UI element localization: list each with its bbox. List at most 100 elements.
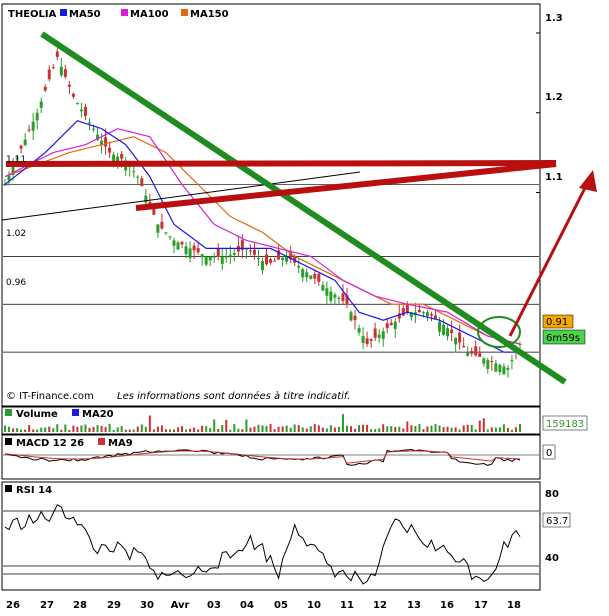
red-resistance-line bbox=[5, 160, 557, 167]
volume-bar bbox=[213, 419, 216, 432]
volume-bar bbox=[450, 427, 453, 432]
candle-body bbox=[116, 156, 120, 163]
volume-bar bbox=[321, 427, 324, 432]
volume-bar bbox=[16, 428, 19, 432]
volume-bar bbox=[172, 429, 175, 432]
volume-bar bbox=[394, 427, 397, 432]
candle-body bbox=[140, 178, 144, 187]
volume-bar bbox=[370, 429, 373, 432]
ma50-legend: MA50 bbox=[69, 9, 101, 20]
volume-bar bbox=[36, 429, 39, 432]
copyright-text: © IT-Finance.com bbox=[6, 391, 94, 402]
x-axis-label: 28 bbox=[73, 600, 87, 611]
candle-body bbox=[96, 134, 100, 140]
volume-bar bbox=[305, 428, 308, 432]
candle-body bbox=[381, 331, 385, 339]
candle-body bbox=[301, 269, 305, 278]
candle-body bbox=[200, 254, 204, 258]
volume-bar bbox=[273, 429, 276, 432]
candle-body bbox=[297, 265, 301, 268]
volume-bar bbox=[120, 426, 123, 432]
candle-body bbox=[216, 248, 220, 257]
candle-body bbox=[112, 154, 116, 165]
timer-box bbox=[542, 329, 586, 345]
volume-bar bbox=[345, 425, 348, 432]
green-circle-marker bbox=[477, 316, 521, 348]
volume-bar bbox=[96, 425, 99, 432]
candle-body bbox=[63, 69, 67, 77]
candle-body bbox=[289, 251, 293, 260]
candle-body bbox=[224, 256, 228, 258]
volume-bar bbox=[422, 429, 425, 432]
volume-bar bbox=[382, 424, 385, 432]
x-axis-label: 18 bbox=[507, 600, 521, 611]
volume-legend: Volume bbox=[16, 409, 58, 420]
x-axis-label: Avr bbox=[171, 600, 190, 611]
candle-body bbox=[136, 176, 140, 178]
candle-body bbox=[15, 157, 19, 160]
volume-bar bbox=[205, 426, 208, 432]
volume-bar bbox=[297, 425, 300, 432]
x-axis-label: 11 bbox=[340, 600, 354, 611]
volume-bar bbox=[438, 425, 441, 432]
volume-bar bbox=[277, 426, 280, 432]
volume-bar bbox=[269, 424, 272, 432]
candle-body bbox=[184, 246, 188, 255]
candle-body bbox=[232, 253, 236, 255]
candle-body bbox=[446, 328, 450, 337]
volume-bar bbox=[466, 424, 469, 432]
volume-bar bbox=[229, 429, 232, 432]
candle-body bbox=[55, 51, 59, 57]
candle-body bbox=[458, 332, 462, 343]
ma9-legend: MA9 bbox=[108, 438, 133, 449]
candle-body bbox=[168, 236, 172, 238]
candle-body bbox=[325, 288, 329, 296]
candle-body bbox=[369, 339, 373, 341]
volume-bar bbox=[48, 426, 51, 432]
candle-body bbox=[180, 241, 184, 245]
candle-body bbox=[240, 240, 244, 250]
volume-bar bbox=[237, 428, 240, 432]
candle-body bbox=[425, 312, 429, 317]
candle-body bbox=[144, 195, 148, 203]
candle-body bbox=[75, 103, 79, 105]
volume-bar bbox=[434, 424, 437, 432]
volume-bar bbox=[124, 429, 127, 432]
volume-bar bbox=[498, 427, 501, 432]
price-axis-1-2: 1.2 bbox=[545, 92, 563, 103]
candle-body bbox=[277, 250, 281, 260]
volume-value: 159183 bbox=[546, 419, 584, 430]
volume-bar bbox=[293, 424, 296, 432]
volume-bar bbox=[366, 424, 369, 432]
candle-body bbox=[212, 256, 216, 258]
ma100-line bbox=[4, 128, 521, 345]
candle-body bbox=[265, 254, 269, 265]
volume-bar bbox=[241, 429, 244, 432]
volume-bar bbox=[462, 425, 465, 432]
candle-body bbox=[285, 256, 289, 262]
volume-bar bbox=[4, 425, 6, 432]
candle-body bbox=[19, 145, 23, 149]
candle-body bbox=[337, 297, 341, 299]
volume-bar bbox=[156, 426, 159, 432]
support-trendline bbox=[1, 171, 361, 221]
x-axis-label: 17 bbox=[474, 600, 488, 611]
volume-bar bbox=[108, 423, 111, 432]
ma50-line bbox=[4, 120, 520, 353]
candle-body bbox=[482, 358, 486, 364]
volume-bar bbox=[68, 429, 71, 432]
volume-bar bbox=[442, 427, 445, 432]
rsi-line bbox=[4, 504, 521, 585]
volume-bar bbox=[402, 428, 405, 432]
candle-body bbox=[502, 366, 506, 375]
candle-body bbox=[220, 256, 224, 264]
candle-body bbox=[132, 171, 136, 173]
ref-label-0-96: 0.96 bbox=[6, 278, 26, 288]
candle-body bbox=[405, 304, 409, 313]
x-axis-label: 04 bbox=[240, 600, 254, 611]
volume-bar bbox=[201, 425, 204, 432]
volume-bar bbox=[76, 426, 79, 432]
volume-bar bbox=[341, 414, 344, 432]
candle-body bbox=[3, 184, 7, 186]
candle-body bbox=[486, 360, 490, 369]
